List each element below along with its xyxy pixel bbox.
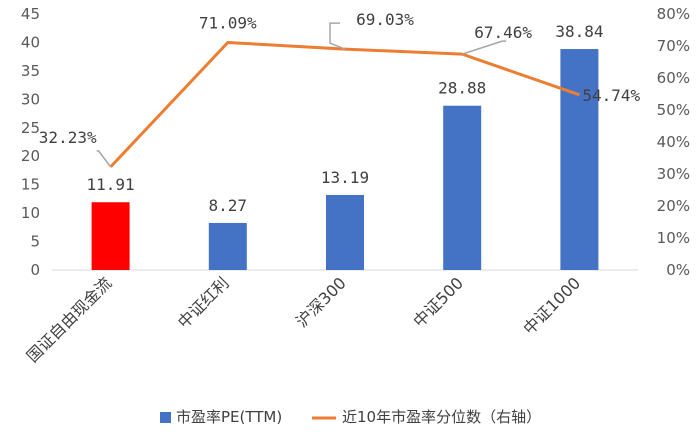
right-axis-tick-label: 20% bbox=[657, 197, 690, 215]
bar-data-label: 28.88 bbox=[438, 79, 486, 98]
bar-data-label: 13.19 bbox=[321, 168, 369, 187]
bar-data-label: 11.91 bbox=[87, 175, 135, 194]
legend: 市盈率PE(TTM) 近10年市盈率分位数（右轴） bbox=[160, 408, 541, 426]
left-axis-tick-label: 40 bbox=[21, 33, 40, 51]
line-path bbox=[109, 41, 580, 168]
x-axis-tick-label: 中证红利 bbox=[174, 273, 233, 332]
left-axis-tick-label: 35 bbox=[21, 62, 40, 80]
bar bbox=[91, 202, 130, 270]
line-data-label: 67.46% bbox=[474, 23, 532, 42]
right-axis-tick-label: 60% bbox=[657, 69, 690, 87]
right-axis: 0% 10% 20% 30% 40% 50% 60% 70% 80% bbox=[657, 5, 690, 279]
bar-data-label: 38.84 bbox=[555, 22, 603, 41]
left-axis-tick-label: 30 bbox=[21, 90, 40, 108]
legend-swatch-bar bbox=[160, 412, 171, 423]
line-data-label: 32.23% bbox=[39, 128, 97, 147]
line-label-leader bbox=[461, 40, 507, 55]
right-axis-tick-label: 0% bbox=[666, 261, 690, 279]
bar-data-label: 8.27 bbox=[209, 196, 248, 215]
bar bbox=[560, 49, 599, 271]
x-axis-tick-label: 中证1000 bbox=[519, 273, 584, 338]
line-data-label: 71.09% bbox=[199, 14, 257, 33]
left-axis-tick-label: 25 bbox=[21, 119, 40, 137]
line-series: 32.23% 71.09% 69.03% 67.46% 54.74% bbox=[39, 10, 641, 168]
legend-label-line: 近10年市盈率分位数（右轴） bbox=[342, 408, 541, 426]
right-axis-tick-label: 10% bbox=[657, 229, 690, 247]
right-axis-tick-label: 80% bbox=[657, 5, 690, 23]
line-data-label: 69.03% bbox=[356, 10, 414, 29]
left-axis-tick-label: 15 bbox=[21, 176, 40, 194]
left-axis-tick-label: 5 bbox=[30, 233, 40, 251]
x-axis-ticks: 国证自由现金流 中证红利 沪深300 中证500 中证1000 bbox=[23, 273, 584, 366]
x-axis-tick-label: 中证500 bbox=[409, 273, 467, 331]
left-axis-tick-label: 0 bbox=[30, 261, 40, 279]
left-axis-tick-label: 20 bbox=[21, 147, 40, 165]
left-axis: 0 5 10 15 20 25 30 35 40 45 bbox=[21, 5, 40, 279]
bar bbox=[326, 194, 364, 270]
x-axis-tick-label: 沪深300 bbox=[292, 273, 350, 331]
line-label-leader bbox=[329, 22, 346, 50]
right-axis-tick-label: 70% bbox=[657, 37, 690, 55]
bar bbox=[208, 222, 247, 270]
right-axis-tick-label: 50% bbox=[657, 101, 690, 119]
bar bbox=[443, 105, 482, 270]
line-label-leader bbox=[96, 150, 112, 168]
left-axis-tick-label: 10 bbox=[21, 204, 40, 222]
left-axis-tick-label: 45 bbox=[21, 5, 40, 23]
line-data-label: 54.74% bbox=[582, 86, 640, 105]
right-axis-tick-label: 30% bbox=[657, 165, 690, 183]
bar-series: 11.91 8.27 13.19 28.88 38.84 bbox=[87, 22, 603, 271]
x-axis-tick-label: 国证自由现金流 bbox=[23, 273, 116, 366]
right-axis-tick-label: 40% bbox=[657, 133, 690, 151]
legend-label-bar: 市盈率PE(TTM) bbox=[176, 408, 282, 426]
